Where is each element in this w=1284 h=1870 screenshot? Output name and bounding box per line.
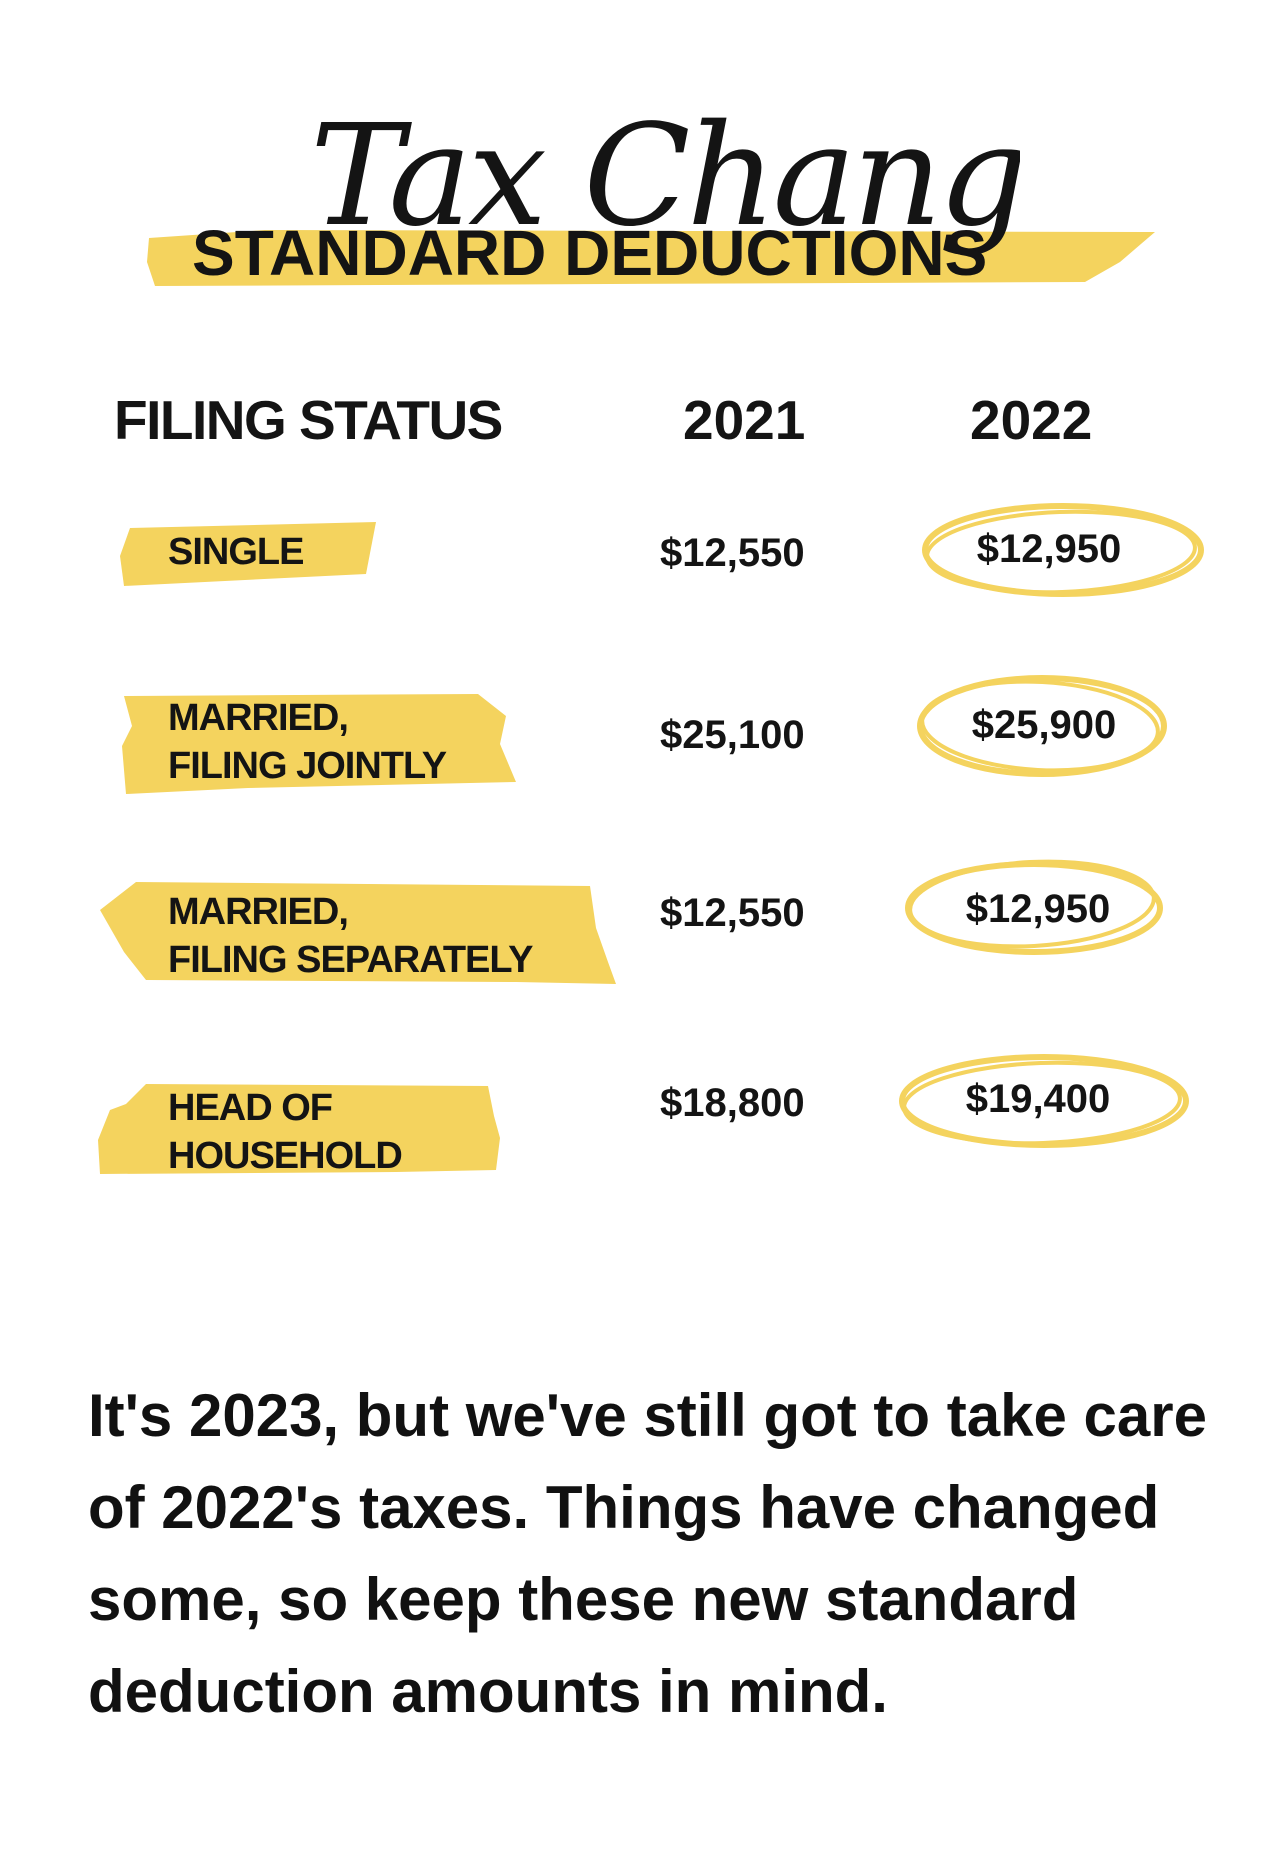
amount-2022-circled: $25,900 bbox=[912, 670, 1172, 782]
amount-2021: $18,800 bbox=[660, 1081, 805, 1125]
circle-highlight bbox=[899, 1054, 1189, 1148]
amount-2022-circled: $12,950 bbox=[900, 852, 1168, 960]
table-row: HEAD OF HOUSEHOLD $18,800 $19,400 bbox=[0, 1054, 1284, 1180]
amount-2022: $12,950 bbox=[965, 887, 1111, 931]
status-label: HEAD OF HOUSEHOLD bbox=[168, 1087, 403, 1177]
amount-2022: $19,400 bbox=[965, 1077, 1111, 1121]
status-highlight-stroke bbox=[98, 1084, 500, 1174]
status-highlight-stroke bbox=[100, 882, 616, 984]
status-label: SINGLE bbox=[168, 531, 304, 573]
amount-2022: $25,900 bbox=[971, 703, 1117, 747]
circle-highlight bbox=[922, 503, 1204, 597]
amount-2021: $12,550 bbox=[660, 891, 805, 935]
amount-2021: $12,550 bbox=[660, 531, 805, 575]
column-header-2021: 2021 bbox=[683, 389, 806, 451]
column-header-2022: 2022 bbox=[970, 389, 1093, 451]
script-title: Tax Changes bbox=[310, 95, 1020, 258]
subtitle-highlight-stroke bbox=[147, 230, 1155, 286]
status-label: MARRIED, FILING JOINTLY bbox=[168, 697, 447, 787]
column-header-filing-status: FILING STATUS bbox=[114, 389, 503, 451]
status-highlight-stroke bbox=[122, 694, 516, 794]
circle-highlight bbox=[917, 675, 1167, 777]
amount-2022-circled: $12,950 bbox=[918, 496, 1208, 604]
script-title-text: Tax Changes bbox=[310, 95, 1020, 258]
status-highlight-stroke bbox=[120, 522, 376, 586]
status-label: MARRIED, FILING SEPARATELY bbox=[168, 891, 533, 981]
table-row: MARRIED, FILING SEPARATELY $12,550 $12,9… bbox=[0, 859, 1284, 990]
table-row: MARRIED, FILING JOINTLY $25,100 $25,900 bbox=[0, 675, 1284, 800]
body-paragraph: It's 2023, but we've still got to take c… bbox=[88, 1382, 1207, 1725]
page-subtitle: STANDARD DEDUCTIONS bbox=[192, 217, 988, 289]
amount-2022-circled: $19,400 bbox=[894, 1046, 1194, 1156]
circle-highlight bbox=[905, 859, 1163, 955]
amount-2021: $25,100 bbox=[660, 713, 805, 757]
table-row: SINGLE $12,550 $12,950 bbox=[0, 503, 1284, 600]
amount-2022: $12,950 bbox=[976, 527, 1122, 571]
